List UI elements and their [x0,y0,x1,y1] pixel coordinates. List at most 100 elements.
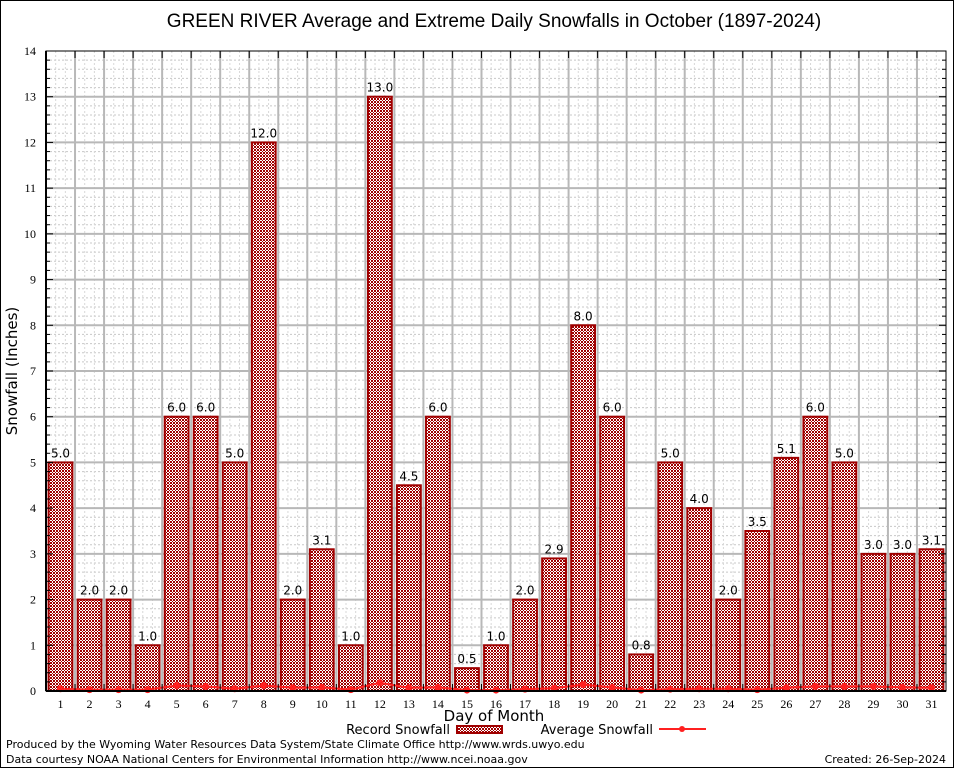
y-tick-label: 14 [24,44,36,58]
bar-record-day-5 [163,415,190,692]
x-tick-label: 24 [722,697,734,711]
data-label-day-16: 1.0 [486,629,505,643]
y-tick-label: 10 [24,227,36,241]
data-label-day-26: 5.1 [777,442,796,456]
average-point-day-28 [840,682,848,690]
average-point-day-29 [869,682,877,690]
y-tick-label: 9 [30,273,36,287]
x-tick-label: 2 [87,697,93,711]
average-point-day-19 [579,681,587,689]
y-tick-label: 6 [30,410,36,424]
bar-record-day-7 [221,461,248,692]
bar-record-day-20 [599,415,626,692]
y-tick-label: 1 [30,638,36,652]
x-tick-label: 26 [780,697,792,711]
y-tick-label: 11 [24,181,36,195]
average-point-day-27 [811,682,819,690]
x-tick-label: 20 [606,697,618,711]
x-tick-label: 7 [232,697,238,711]
bar-record-day-17 [512,598,538,692]
average-point-day-13 [405,684,413,692]
average-point-day-11 [347,686,355,694]
average-point-day-6 [202,682,210,690]
bar-record-day-12 [366,95,393,692]
bar-record-day-23 [686,507,713,692]
legend-label-average: Average Snowfall [541,723,653,738]
bar-record-day-8 [250,141,277,692]
bar-record-day-11 [337,644,364,692]
y-tick-label: 13 [24,90,36,104]
bar-record-day-14 [425,415,451,692]
x-tick-label: 27 [809,697,821,711]
bar-record-day-27 [802,415,829,692]
x-tick-label: 11 [345,697,357,711]
x-axis-label: Day of Month [444,707,545,725]
average-point-day-2 [86,686,94,694]
y-tick-label: 7 [30,364,36,378]
x-tick-label: 14 [432,697,444,711]
data-label-day-15: 0.5 [457,652,476,666]
x-tick-label: 15 [461,697,473,711]
footer-produced-by: Produced by the Wyoming Water Resources … [6,738,585,751]
bar-record-day-13 [396,484,422,692]
data-label-day-8: 12.0 [250,126,277,140]
bar-record-day-19 [570,324,596,692]
average-point-day-4 [144,686,152,694]
x-tick-label: 9 [290,697,296,711]
bar-record-day-26 [773,456,800,692]
bar-record-day-24 [715,598,742,692]
x-tick-label: 19 [577,697,589,711]
data-label-day-24: 2.0 [719,584,738,598]
bar-record-day-6 [192,415,219,692]
y-tick-label: 2 [30,593,36,607]
chart-title: GREEN RIVER Average and Extreme Daily Sn… [167,11,821,32]
bar-record-day-30 [889,552,916,692]
x-tick-label: 13 [403,697,415,711]
average-point-day-5 [173,682,181,690]
average-point-day-25 [753,686,761,694]
x-tick-label: 31 [925,697,937,711]
legend-marker-average [679,726,685,732]
x-tick-label: 3 [116,697,122,711]
x-tick-label: 25 [751,697,763,711]
data-label-day-10: 3.1 [312,533,331,547]
data-label-day-19: 8.0 [574,309,593,323]
data-label-day-9: 2.0 [283,584,302,598]
data-label-day-13: 4.5 [399,469,418,483]
bar-record-day-21 [628,653,655,693]
bar-record-day-3 [105,598,132,692]
x-tick-labels: 1 2 3 4 5 6 7 8 9 10 11 12 13 14 15 16 17 18 19 20 21 22 23 24 2… [58,697,938,711]
x-tick-label: 17 [519,697,531,711]
data-label-day-27: 6.0 [806,401,825,415]
y-axis-label: Snowfall (Inches) [3,307,21,435]
average-point-day-20 [608,683,616,691]
data-label-day-20: 6.0 [603,401,622,415]
data-label-day-31: 3.1 [922,533,941,547]
data-label-day-29: 3.0 [864,538,883,552]
bar-record-day-10 [308,548,335,692]
data-label-day-30: 3.0 [893,538,912,552]
legend: Record Snowfall Average Snowfall [346,723,706,738]
average-point-day-14 [434,683,442,691]
x-tick-label: 18 [548,697,560,711]
data-label-day-18: 2.9 [545,542,564,556]
bar-record-day-2 [76,598,103,692]
bar-record-day-25 [744,530,771,692]
x-tick-label: 12 [374,697,386,711]
bar-record-day-1 [47,461,74,692]
average-point-day-26 [782,684,790,692]
bar-record-day-18 [541,557,567,693]
average-point-day-10 [318,683,326,691]
y-tick-label: 0 [30,684,36,698]
data-label-day-21: 0.8 [632,638,651,652]
data-label-day-4: 1.0 [138,629,157,643]
x-tick-label: 21 [635,697,647,711]
y-tick-label: 5 [30,455,36,469]
bar-record-day-22 [657,461,684,692]
y-tick-label: 8 [30,318,36,332]
x-tick-label: 29 [867,697,879,711]
data-label-day-14: 6.0 [428,401,447,415]
x-tick-label: 8 [261,697,267,711]
